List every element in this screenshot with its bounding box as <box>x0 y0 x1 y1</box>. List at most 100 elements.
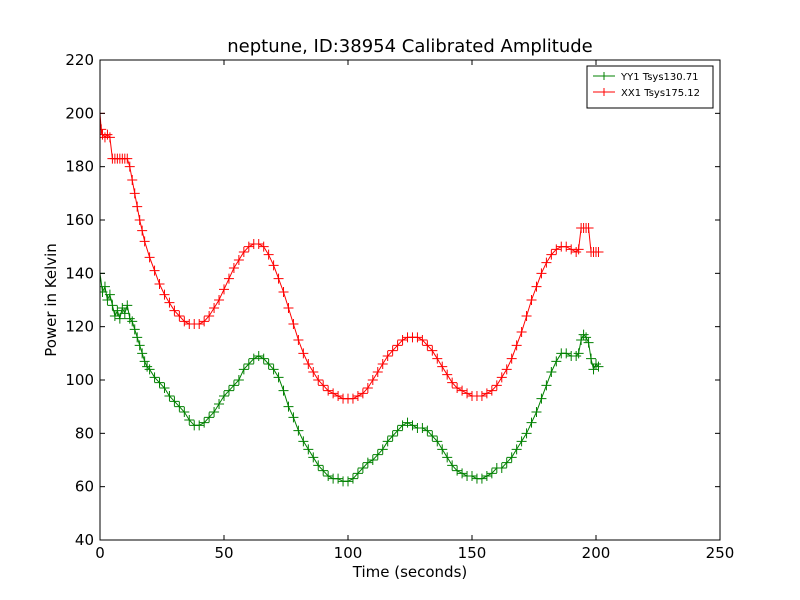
data-point-marker <box>531 281 542 292</box>
data-point-marker <box>209 303 220 313</box>
legend: YY1 Tsys130.71 XX1 Tsys175.12 <box>586 65 714 109</box>
data-point-marker <box>412 332 423 343</box>
data-point-marker <box>238 247 249 257</box>
data-point-marker <box>124 161 135 172</box>
data-point-marker <box>100 281 110 292</box>
data-point-marker <box>204 412 215 423</box>
data-point-marker <box>521 311 532 321</box>
data-point-marker <box>102 295 113 305</box>
data-point-marker <box>199 316 210 327</box>
data-point-marker <box>174 401 185 412</box>
data-point-marker <box>233 375 244 385</box>
data-point-marker <box>407 420 418 431</box>
data-point-marker <box>506 452 517 463</box>
data-point-marker <box>179 407 190 417</box>
data-point-marker <box>541 257 552 268</box>
data-point-marker <box>204 311 215 321</box>
data-point-marker <box>169 305 180 316</box>
data-point-marker <box>546 367 557 377</box>
data-point-marker <box>536 268 547 279</box>
y-tick-label: 60 <box>75 478 94 496</box>
data-point-marker <box>209 407 220 417</box>
data-point-marker <box>541 380 552 391</box>
data-point-marker <box>491 380 502 391</box>
data-point-marker <box>437 361 448 372</box>
legend-box <box>586 65 714 109</box>
data-point-marker <box>347 393 358 404</box>
legend-label: YY1 Tsys130.71 <box>620 72 699 83</box>
y-tick-label: 220 <box>65 51 94 69</box>
data-point-marker <box>392 340 403 351</box>
data-point-marker <box>387 345 398 356</box>
data-point-marker <box>422 340 433 351</box>
data-point-marker <box>467 471 477 481</box>
data-point-marker <box>137 225 148 236</box>
data-point-marker <box>362 383 373 393</box>
data-point-marker <box>114 313 125 324</box>
data-point-marker <box>127 316 138 327</box>
data-point-marker <box>417 335 428 345</box>
data-point-marker <box>392 425 403 436</box>
data-point-marker <box>129 324 140 335</box>
data-point-marker <box>194 420 205 431</box>
x-tick-label: 100 <box>334 544 363 562</box>
data-point-marker <box>417 423 428 433</box>
data-point-marker <box>184 415 195 425</box>
data-point-marker <box>268 364 279 375</box>
data-point-marker <box>377 444 388 455</box>
data-point-marker <box>278 385 289 396</box>
data-point-marker <box>422 425 433 436</box>
data-point-marker <box>238 364 249 375</box>
data-point-marker <box>452 465 463 476</box>
data-point-marker <box>253 351 264 361</box>
data-point-marker <box>583 223 594 233</box>
data-point-marker <box>283 401 294 412</box>
data-point-marker <box>561 348 572 359</box>
data-point-marker <box>293 425 304 436</box>
data-point-marker <box>511 340 522 351</box>
data-point-marker <box>253 239 264 249</box>
data-point-marker <box>588 364 599 375</box>
data-point-marker <box>546 249 557 260</box>
axes-frame <box>99 59 721 541</box>
data-point-marker <box>323 471 334 481</box>
data-point-marker <box>362 457 373 468</box>
data-point-marker <box>343 476 353 487</box>
y-axis-label: Power in Kelvin <box>42 243 60 357</box>
data-point-marker <box>109 311 120 321</box>
data-point-marker <box>367 455 378 465</box>
y-tick-label: 180 <box>65 158 94 176</box>
data-point-marker <box>263 249 274 260</box>
data-point-marker <box>357 388 368 399</box>
legend-marker <box>600 88 608 96</box>
data-point-marker <box>323 385 334 396</box>
x-tick-label: 200 <box>582 544 611 562</box>
data-point-marker <box>134 340 145 351</box>
data-point-marker <box>132 332 143 343</box>
data-point-marker <box>293 335 304 345</box>
data-point-marker <box>432 353 443 364</box>
data-point-marker <box>288 412 299 423</box>
data-point-marker <box>447 377 458 388</box>
data-point-marker <box>578 329 589 340</box>
data-point-marker <box>526 417 537 428</box>
x-tick-label: 0 <box>95 544 105 562</box>
data-point-marker <box>397 420 408 431</box>
data-point-marker <box>273 273 284 284</box>
data-point-marker <box>214 295 225 305</box>
data-point-marker <box>308 367 319 377</box>
data-point-marker <box>591 359 601 369</box>
data-point-marker <box>481 471 492 481</box>
data-point-marker <box>122 153 133 164</box>
y-tick-label: 40 <box>75 531 94 549</box>
data-point-marker <box>511 444 522 455</box>
data-point-marker <box>278 287 289 297</box>
data-point-marker <box>318 465 329 476</box>
y-tick-label: 120 <box>65 318 94 336</box>
data-point-marker <box>233 255 244 265</box>
data-point-marker <box>427 345 438 356</box>
data-point-marker <box>228 263 239 273</box>
data-point-marker <box>288 319 299 329</box>
data-point-marker <box>313 375 324 385</box>
